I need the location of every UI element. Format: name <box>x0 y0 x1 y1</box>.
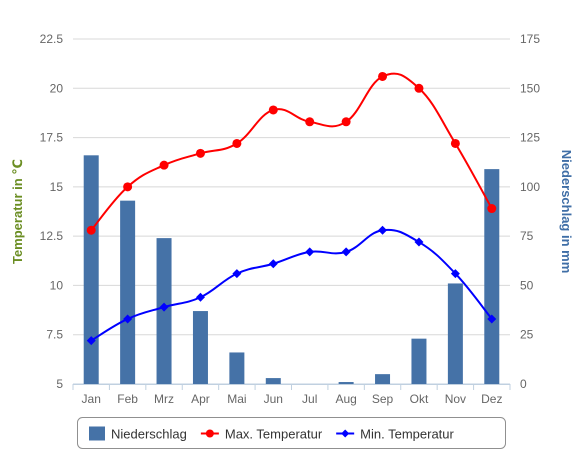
min-temp-point <box>450 269 460 279</box>
grid-layer <box>73 38 510 385</box>
max-temp-point <box>487 204 497 214</box>
y-right-tick-label: 50 <box>520 278 534 292</box>
x-tick-label: Okt <box>410 392 429 406</box>
legend-layer[interactable]: Niederschlag Max. Temperatur Min. Temperat… <box>77 417 506 449</box>
y-left-tick-label: 22.5 <box>40 32 64 46</box>
min-temp-point <box>195 292 205 302</box>
max-temp-point <box>195 148 205 158</box>
min-temp-point <box>487 314 497 324</box>
max-temp-line <box>90 72 493 231</box>
y-right-tick-label: 75 <box>520 229 534 243</box>
precip-bar <box>375 374 391 384</box>
min-temp-point <box>232 269 242 279</box>
max-temp-point <box>123 182 133 192</box>
legend-label: Max. Temperatur <box>225 427 323 442</box>
x-tick-label: Apr <box>191 392 210 406</box>
y-right-tick-label: 100 <box>520 180 540 194</box>
precip-bar <box>411 338 427 384</box>
max-temp-point <box>450 138 460 148</box>
legend-label: Min. Temperatur <box>360 427 454 442</box>
x-tick-label: Dez <box>481 392 502 406</box>
precip-bar <box>192 311 208 384</box>
y-left-tick-label: 5 <box>56 377 63 391</box>
min-temp-point <box>305 247 315 257</box>
x-tick-label: Feb <box>117 392 138 406</box>
precip-bar <box>229 352 245 384</box>
max-temp-point <box>378 71 388 81</box>
min-temp-point <box>414 237 424 247</box>
y-left-tick-label: 15 <box>50 180 64 194</box>
max-temp-point <box>305 117 315 127</box>
precip-bar <box>265 378 281 384</box>
precip-bar <box>338 382 354 384</box>
precip-bar <box>484 169 500 384</box>
legend-label: Niederschlag <box>111 427 187 442</box>
y-right-tick-label: 175 <box>520 32 540 46</box>
legend-diamond-marker <box>341 429 350 438</box>
max-temp-point <box>232 138 242 148</box>
y-right-tick-label: 150 <box>520 81 540 95</box>
y-right-tick-label: 25 <box>520 328 534 342</box>
precip-bar <box>447 283 463 384</box>
legend-box <box>77 417 506 449</box>
y-left-tick-label: 10 <box>50 278 64 292</box>
precip-bar <box>120 200 136 384</box>
min-temp-point <box>86 336 96 346</box>
min-temp-point <box>268 259 278 269</box>
min-temp-point <box>378 225 388 235</box>
y-left-tick-label: 12.5 <box>40 229 64 243</box>
min-temp-point <box>123 314 133 324</box>
y-right-tick-label: 0 <box>520 377 527 391</box>
legend-circle-marker <box>205 429 214 438</box>
x-tick-label: Sep <box>372 392 394 406</box>
line-layer <box>86 71 497 346</box>
y-right-axis-title: Niederschlag in mm <box>559 150 574 274</box>
y-left-tick-label: 20 <box>50 81 64 95</box>
x-tick-label: Jul <box>302 392 317 406</box>
max-temp-point <box>268 105 278 115</box>
min-temp-point <box>159 302 169 312</box>
y-left-tick-label: 7.5 <box>46 328 63 342</box>
precip-bar <box>83 155 99 384</box>
x-tick-label: Aug <box>335 392 356 406</box>
x-tick-label: Jun <box>264 392 283 406</box>
x-tick-label: Jan <box>82 392 101 406</box>
y-right-tick-label: 125 <box>520 131 540 145</box>
x-tick-label: Mrz <box>154 392 174 406</box>
max-temp-point <box>414 83 424 93</box>
legend-item-2[interactable]: Min. Temperatur <box>336 427 455 442</box>
legend-bar-swatch <box>89 426 105 441</box>
x-tick-label: Nov <box>445 392 466 406</box>
max-temp-point <box>341 117 351 127</box>
min-temp-point <box>341 247 351 257</box>
y-left-tick-label: 17.5 <box>40 131 64 145</box>
bar-layer <box>83 155 500 384</box>
max-temp-point <box>86 225 96 235</box>
max-temp-point <box>159 160 169 170</box>
axis-layer: 5 7.5 10 12.5 15 17.5 20 22.5 0 25 50 75 100 125 150 17… <box>10 32 574 406</box>
y-left-axis-title: Temperatur in ℃ <box>10 159 25 264</box>
legend-item-1[interactable]: Max. Temperatur <box>200 427 323 442</box>
legend-item-0[interactable]: Niederschlag <box>89 426 187 442</box>
x-tick-label: Mai <box>227 392 246 406</box>
